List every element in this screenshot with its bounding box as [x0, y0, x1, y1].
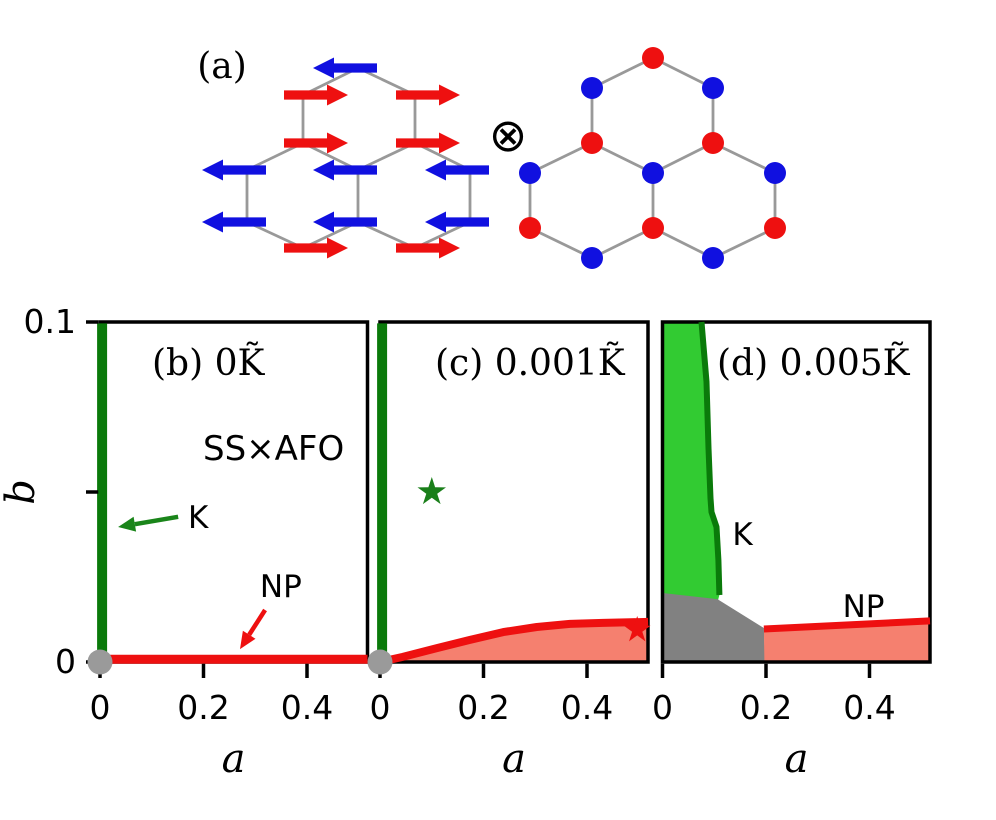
panel-b-x-axis-label: a — [222, 736, 246, 782]
orbital-dot — [642, 47, 664, 69]
annotation-label-K: K — [188, 500, 209, 536]
x-tick-label: 0.2 — [740, 688, 792, 727]
panel-c-overlay: 0 0.2 0.4 — [367, 477, 651, 727]
lattice-edge — [529, 226, 593, 260]
spin-arrow-right — [284, 132, 348, 154]
phase-region-NP — [380, 621, 649, 662]
x-tick-label: 0.2 — [457, 688, 509, 727]
panel-b-title: (b) 0K̃ — [152, 342, 265, 384]
spin-arrow-right — [284, 237, 348, 259]
y-tick-label: 0.1 — [24, 302, 76, 341]
spin-arrow-left — [313, 159, 377, 181]
panel-d-x-axis-label: a — [785, 736, 809, 782]
x-tick-label: 0.4 — [843, 688, 895, 727]
spin-arrow-left — [313, 57, 377, 79]
orbital-dot — [581, 77, 603, 99]
lattice-edge — [591, 226, 654, 260]
panel-d-overlay: 0 0.2 0.4 K NP — [652, 517, 896, 727]
annotation-label-SS×AFO: SS×AFO — [203, 429, 344, 469]
x-tick-label: 0.4 — [281, 688, 333, 727]
annotation-label-NP: NP — [843, 589, 885, 625]
orbital-dot — [702, 247, 724, 269]
panel-a-label: (a) — [197, 46, 247, 87]
panel-c-x-axis-label: a — [502, 736, 526, 782]
x-tick-label: 0.4 — [561, 688, 613, 727]
panel-c-title: (c) 0.001K̃ — [435, 342, 626, 384]
panel-d-lines — [698, 321, 931, 633]
origin-dot — [87, 649, 113, 675]
spin-arrow-right — [396, 84, 460, 106]
orbital-dot — [581, 132, 603, 154]
phase-region-NP — [763, 620, 930, 662]
phase-boundary-K — [698, 321, 723, 596]
panel-d-frame — [660, 320, 932, 664]
panel-b-overlay: 0 0.2 0.4 0 0.1 SS×AFO K NP — [24, 302, 345, 727]
lattice-edge — [652, 141, 714, 175]
lattice-edge — [712, 226, 776, 260]
orbital-dot — [519, 162, 541, 184]
annotation-label-NP: NP — [260, 569, 302, 605]
y-axis-label: b — [0, 479, 44, 505]
annotation-arrow — [134, 514, 179, 527]
panel-c-lines — [377, 323, 649, 666]
orbital-dot — [702, 132, 724, 154]
star-marker — [623, 616, 651, 642]
orbital-dot — [519, 217, 541, 239]
spin-lattice — [202, 57, 489, 259]
lattice-edge — [591, 141, 654, 175]
orbital-dot — [581, 247, 603, 269]
phase-region-gray — [662, 593, 765, 662]
lattice-edge — [591, 56, 654, 90]
lattice-edge — [652, 226, 714, 260]
x-tick-label: 0.2 — [177, 688, 229, 727]
phase-boundary-NP — [763, 617, 931, 633]
spin-arrow-right — [396, 132, 460, 154]
spin-arrow-left — [202, 211, 266, 233]
spin-arrow-left — [313, 211, 377, 233]
x-tick-label: 0 — [370, 688, 391, 727]
orbital-dot — [764, 162, 786, 184]
annotation-label-K: K — [732, 517, 753, 553]
origin-dot — [367, 649, 393, 675]
panel-d-title: (d) 0.005K̃ — [717, 342, 911, 384]
lattice-edge — [712, 141, 776, 175]
orbital-dot — [642, 162, 664, 184]
tensor-product-icon: ⊗ — [489, 108, 528, 162]
x-tick-label: 0 — [652, 688, 673, 727]
panel-b-lines — [97, 323, 368, 664]
lattice-edge — [529, 141, 593, 175]
spin-arrow-right — [396, 237, 460, 259]
spin-arrow-left — [202, 159, 266, 181]
star-marker — [417, 477, 446, 505]
orbital-dot — [642, 217, 664, 239]
x-tick-label: 0 — [90, 688, 111, 727]
annotation-arrowhead — [240, 630, 256, 650]
panel-c-fills — [380, 621, 649, 662]
lattice-edge — [652, 56, 714, 90]
spin-arrow-left — [425, 159, 489, 181]
annotation-arrowhead — [118, 516, 137, 532]
orbital-dot — [702, 77, 724, 99]
spin-arrow-left — [425, 211, 489, 233]
orbital-dot — [764, 217, 786, 239]
phase-boundary-NP — [379, 617, 649, 666]
annotation-arrow — [247, 608, 267, 636]
orbital-lattice — [519, 47, 786, 269]
spin-arrow-right — [284, 84, 348, 106]
y-tick-label: 0 — [55, 642, 76, 681]
